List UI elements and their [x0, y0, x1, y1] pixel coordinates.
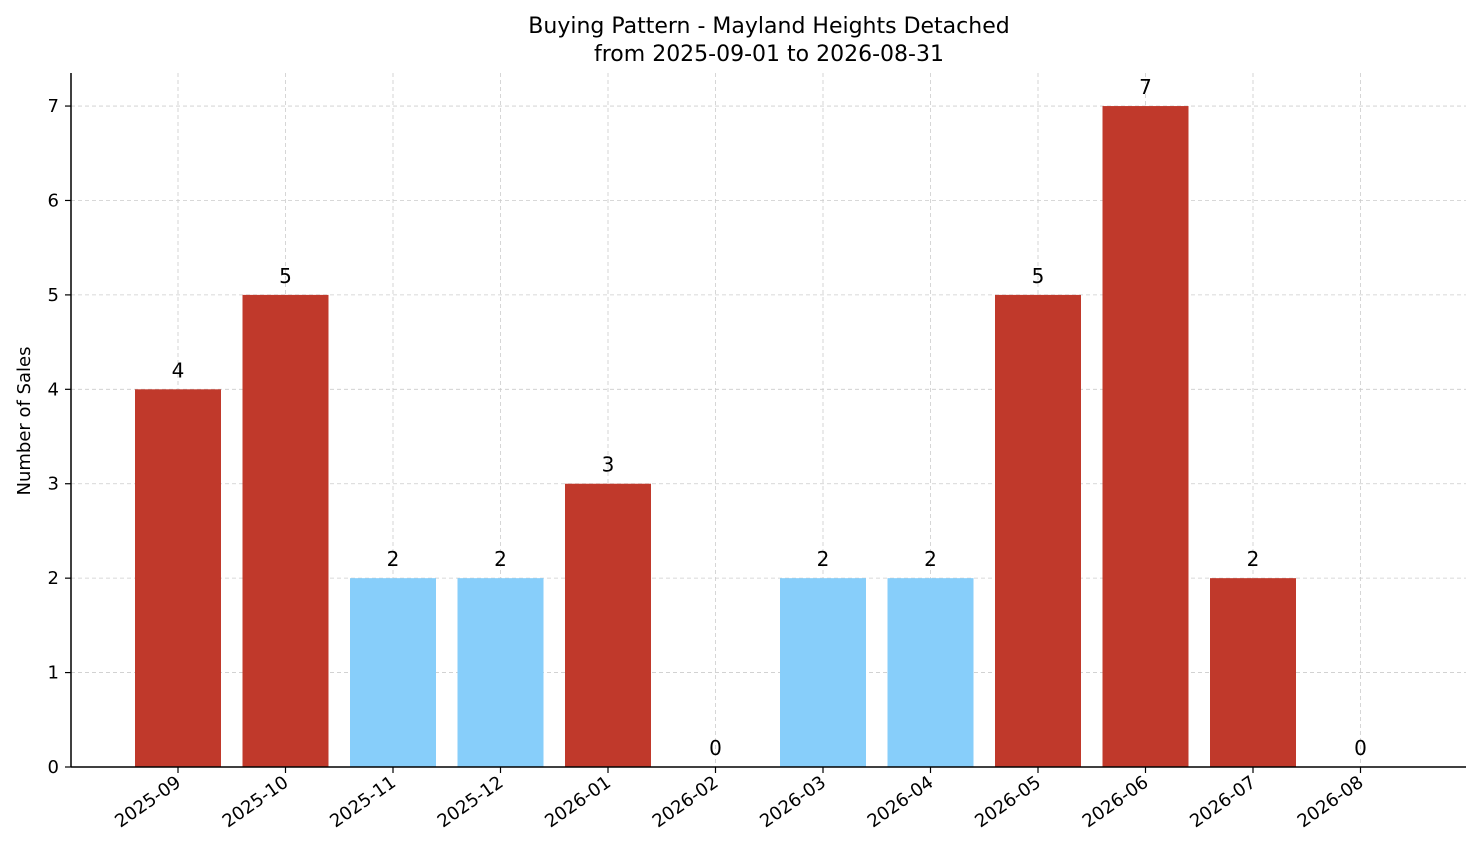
bar [1102, 106, 1189, 768]
bar [780, 578, 866, 767]
bars [135, 106, 1296, 768]
data-label: 2 [817, 547, 830, 571]
data-label: 2 [387, 547, 400, 571]
data-label: 3 [602, 453, 615, 477]
x-tick-label: 2026-01 [541, 772, 615, 832]
chart-subtitle: from 2025-09-01 to 2026-08-31 [594, 42, 944, 67]
bar [350, 578, 436, 767]
data-label: 0 [709, 736, 722, 760]
x-tick-label: 2025-11 [326, 772, 400, 832]
x-tick-label: 2025-12 [434, 772, 508, 832]
bar [242, 294, 329, 767]
data-labels: 4 5 2 2 3 0 2 2 5 7 2 0 [172, 75, 1367, 760]
x-tick-label: 2026-04 [864, 772, 938, 832]
data-label: 2 [1247, 547, 1260, 571]
y-tick-label: 6 [48, 190, 59, 211]
data-label: 2 [924, 547, 937, 571]
data-label: 5 [1032, 264, 1045, 288]
y-tick-label: 4 [48, 379, 59, 400]
data-label: 0 [1354, 736, 1367, 760]
x-tick-label: 2025-10 [219, 772, 293, 832]
bar [457, 578, 544, 767]
y-tick-label: 7 [48, 96, 59, 117]
x-tick-label: 2026-06 [1079, 772, 1153, 832]
bar [1210, 578, 1296, 767]
bar [565, 483, 651, 767]
data-label: 5 [279, 264, 292, 288]
bar [995, 294, 1081, 767]
x-tick-label: 2026-05 [971, 772, 1045, 832]
chart-title: Buying Pattern - Mayland Heights Detache… [528, 14, 1009, 39]
y-tick-label: 5 [48, 285, 59, 306]
x-tick-label: 2026-03 [756, 772, 830, 832]
x-tick-label: 2026-02 [649, 772, 723, 832]
y-axis-label: Number of Sales [14, 346, 35, 495]
y-tick-label: 2 [48, 568, 59, 589]
bar [887, 578, 974, 767]
data-label: 4 [172, 358, 185, 382]
bar [135, 389, 221, 767]
y-tick-label: 1 [48, 663, 59, 684]
data-label: 2 [494, 547, 507, 571]
data-label: 7 [1139, 75, 1152, 99]
y-tick-label: 0 [48, 757, 59, 778]
y-tick-label: 3 [48, 474, 59, 495]
x-tick-label: 2026-07 [1186, 772, 1260, 832]
x-tick-label: 2025-09 [111, 772, 185, 832]
x-tick-label: 2026-08 [1294, 772, 1368, 832]
